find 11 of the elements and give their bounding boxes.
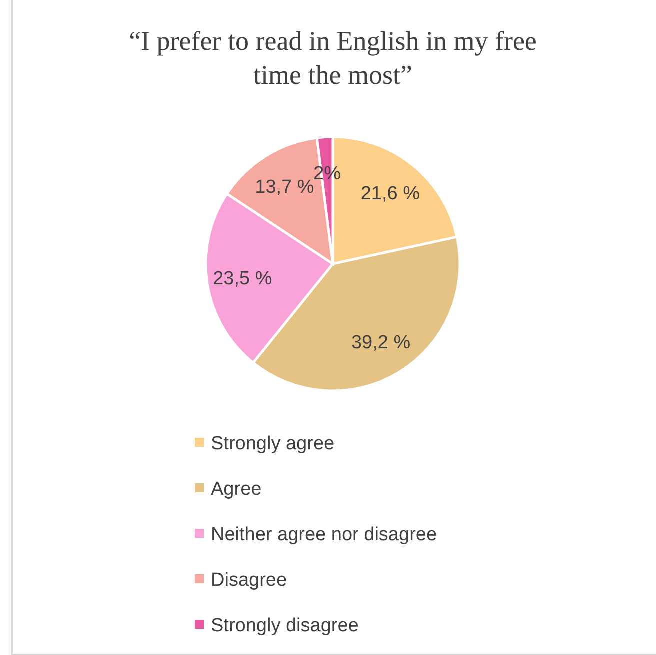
data-label: 2% <box>314 163 342 184</box>
legend-label: Agree <box>211 479 262 500</box>
legend-label: Disagree <box>211 570 288 592</box>
chart-title: “I prefer to read in English in my free time the most” <box>129 26 537 90</box>
data-label: 39,2 % <box>351 332 411 354</box>
legend-label: Neither agree nor disagree <box>211 524 438 546</box>
data-label: 23,5 % <box>213 268 272 290</box>
data-label: 13,7 % <box>255 176 314 198</box>
legend-label: Strongly disagree <box>211 616 359 637</box>
legend-label: Strongly agree <box>211 434 335 455</box>
data-label: 21,6 % <box>360 183 420 204</box>
